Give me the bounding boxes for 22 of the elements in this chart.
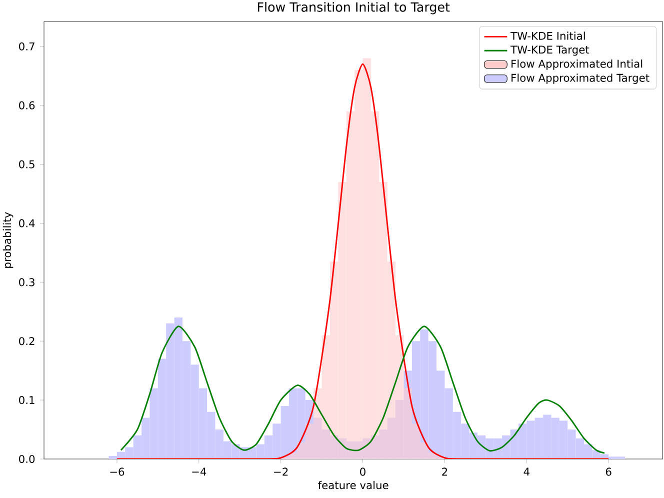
x-tick-label: 6 — [606, 468, 612, 476]
x-axis-title: feature value — [318, 480, 388, 490]
y-tick-label: 0.5 — [19, 160, 34, 168]
y-axis-title: probability — [2, 212, 14, 268]
y-tick-label: 0.4 — [19, 219, 35, 228]
legend-label: TW-KDE Initial — [510, 32, 585, 40]
x-tick-label: −4 — [192, 468, 206, 476]
legend-label: TW-KDE Target — [510, 46, 590, 56]
x-tick-label: 0 — [360, 468, 366, 476]
x-tick-label: −6 — [110, 468, 124, 476]
x-tick-label: 4 — [524, 468, 530, 476]
y-tick-label: 0.0 — [19, 454, 35, 464]
legend-label: Flow Approximated Target — [512, 74, 650, 84]
x-tick-label: 2 — [442, 468, 448, 476]
y-tick-label: 0.1 — [19, 396, 34, 404]
y-tick-label: 0.2 — [19, 337, 34, 346]
chart-title: Flow Transition Initial to Target — [258, 2, 450, 14]
x-tick-label: −2 — [274, 468, 288, 476]
legend-label: Flow Approximated Intial — [512, 60, 642, 70]
y-tick-label: 0.7 — [19, 42, 34, 50]
y-tick-label: 0.6 — [19, 101, 35, 110]
y-tick-label: 0.3 — [19, 278, 34, 286]
